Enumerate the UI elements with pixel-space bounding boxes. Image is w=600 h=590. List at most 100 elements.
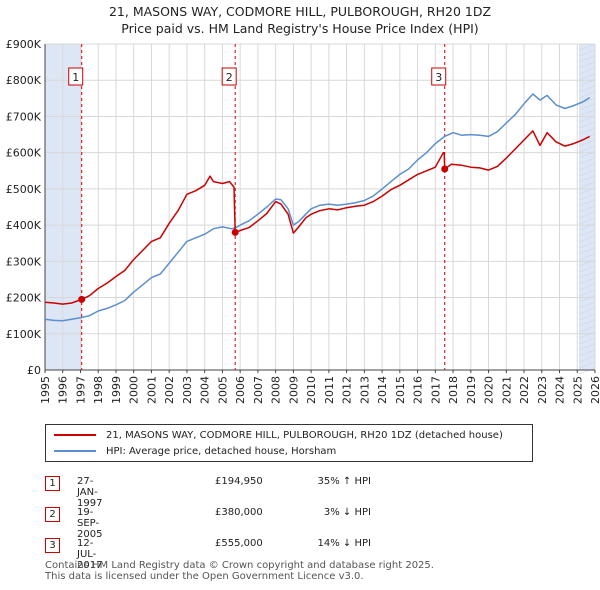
sale-point — [231, 228, 239, 236]
hatch-line — [578, 247, 596, 255]
marker-label: 3 — [435, 71, 442, 84]
hatch-line — [578, 313, 596, 321]
x-tick-label: 2013 — [358, 376, 371, 404]
y-tick-label: £400K — [6, 219, 42, 232]
hatch-line — [578, 331, 596, 339]
hatch-line — [578, 199, 596, 207]
x-tick-label: 2012 — [341, 376, 354, 404]
hatch-line — [578, 49, 596, 57]
x-tick-label: 2000 — [128, 376, 141, 404]
hatch-line — [578, 259, 596, 267]
hatch-line — [578, 73, 596, 81]
x-tick-label: 1998 — [92, 376, 105, 404]
hatch-line — [578, 43, 596, 51]
footer: Contains HM Land Registry data © Crown c… — [45, 560, 434, 582]
x-tick-label: 2019 — [465, 376, 478, 404]
hatch-line — [578, 307, 596, 315]
hatch-line — [578, 211, 596, 219]
x-tick-label: 2014 — [376, 376, 389, 404]
hatch-line — [578, 361, 596, 369]
x-tick-label: 2015 — [394, 376, 407, 404]
hatch-line — [578, 319, 596, 327]
shaded-region — [45, 44, 82, 370]
transaction-number: 2 — [45, 507, 60, 522]
hatch-line — [578, 145, 596, 153]
sale-point — [441, 165, 449, 173]
transaction-price: £380,000 — [215, 507, 263, 518]
x-tick-label: 2009 — [287, 376, 300, 404]
hatch-line — [578, 55, 596, 63]
hatch-line — [578, 157, 596, 165]
x-tick-label: 2001 — [145, 376, 158, 404]
hatch-line — [578, 325, 596, 333]
x-tick-label: 1995 — [39, 376, 52, 404]
y-tick-label: £700K — [6, 110, 42, 123]
y-tick-label: £600K — [6, 147, 42, 160]
x-tick-label: 1999 — [110, 376, 123, 404]
hpi-line — [44, 93, 591, 322]
hatch-line — [578, 115, 596, 123]
x-tick-label: 2020 — [483, 376, 496, 404]
hatch-line — [578, 79, 596, 87]
hatch-line — [578, 235, 596, 243]
hatch-line — [578, 283, 596, 291]
y-tick-label: £900K — [6, 38, 42, 51]
hatch-line — [578, 85, 596, 93]
hatch-line — [578, 355, 596, 363]
hatch-line — [578, 193, 596, 201]
hatch-line — [578, 253, 596, 261]
hatch-line — [578, 127, 596, 135]
x-tick-label: 2016 — [412, 376, 425, 404]
hatch-line — [578, 163, 596, 171]
hatch-line — [578, 187, 596, 195]
x-tick-label: 2017 — [429, 376, 442, 404]
hatch-line — [578, 343, 596, 351]
legend-price-swatch — [54, 434, 96, 436]
marker-label: 1 — [72, 71, 79, 84]
transaction-hpi-diff: 14% ↓ HPI — [317, 538, 371, 549]
hatch-line — [578, 271, 596, 279]
sale-point — [78, 295, 86, 303]
x-tick-label: 2023 — [536, 376, 549, 404]
chart-title-line2: Price paid vs. HM Land Registry's House … — [121, 21, 479, 36]
x-tick-label: 2002 — [163, 376, 176, 404]
legend-item-hpi: HPI: Average price, detached house, Hors… — [54, 444, 336, 458]
hatch-line — [578, 301, 596, 309]
hatch-line — [578, 151, 596, 159]
x-tick-label: 2005 — [216, 376, 229, 404]
x-tick-label: 2007 — [252, 376, 265, 404]
x-tick-label: 2022 — [518, 376, 531, 404]
hatch-line — [578, 139, 596, 147]
legend-hpi-swatch — [54, 450, 96, 452]
legend-hpi-label: HPI: Average price, detached house, Hors… — [106, 445, 337, 457]
x-tick-label: 2025 — [571, 376, 584, 404]
y-tick-label: £100K — [6, 328, 42, 341]
transaction-price: £555,000 — [215, 538, 263, 549]
x-tick-label: 2024 — [554, 376, 567, 404]
chart-title-line1: 21, MASONS WAY, CODMORE HILL, PULBOROUGH… — [108, 4, 492, 19]
x-tick-label: 2003 — [181, 376, 194, 404]
marker-box — [68, 67, 84, 86]
hatch-line — [578, 295, 596, 303]
transaction-date: 12-JUL-2017 — [77, 538, 103, 571]
transaction-date: 19-SEP-2005 — [77, 507, 103, 540]
hatch-line — [578, 121, 596, 129]
chart-area: £0 £100K £200K £300K £400K £500K £600K £700K £80… — [6, 38, 600, 404]
x-tick-label: 2006 — [234, 376, 247, 404]
y-tick-label: £200K — [6, 292, 42, 305]
y-tick-label: £800K — [6, 74, 42, 87]
transaction-date: 27-JAN-1997 — [77, 476, 103, 509]
hatch-line — [578, 217, 596, 225]
x-tick-label: 1996 — [57, 376, 70, 404]
x-tick-label: 2011 — [323, 376, 336, 404]
marker-box — [221, 67, 237, 86]
x-tick-label: 2026 — [589, 376, 600, 404]
hatch-line — [578, 265, 596, 273]
marker-box — [431, 67, 447, 86]
marker-label: 2 — [226, 71, 233, 84]
transaction-price: £194,950 — [215, 476, 263, 487]
hatch-line — [578, 103, 596, 111]
y-tick-label: £0 — [27, 364, 41, 377]
hatch-line — [578, 367, 596, 375]
hatch-line — [578, 337, 596, 345]
